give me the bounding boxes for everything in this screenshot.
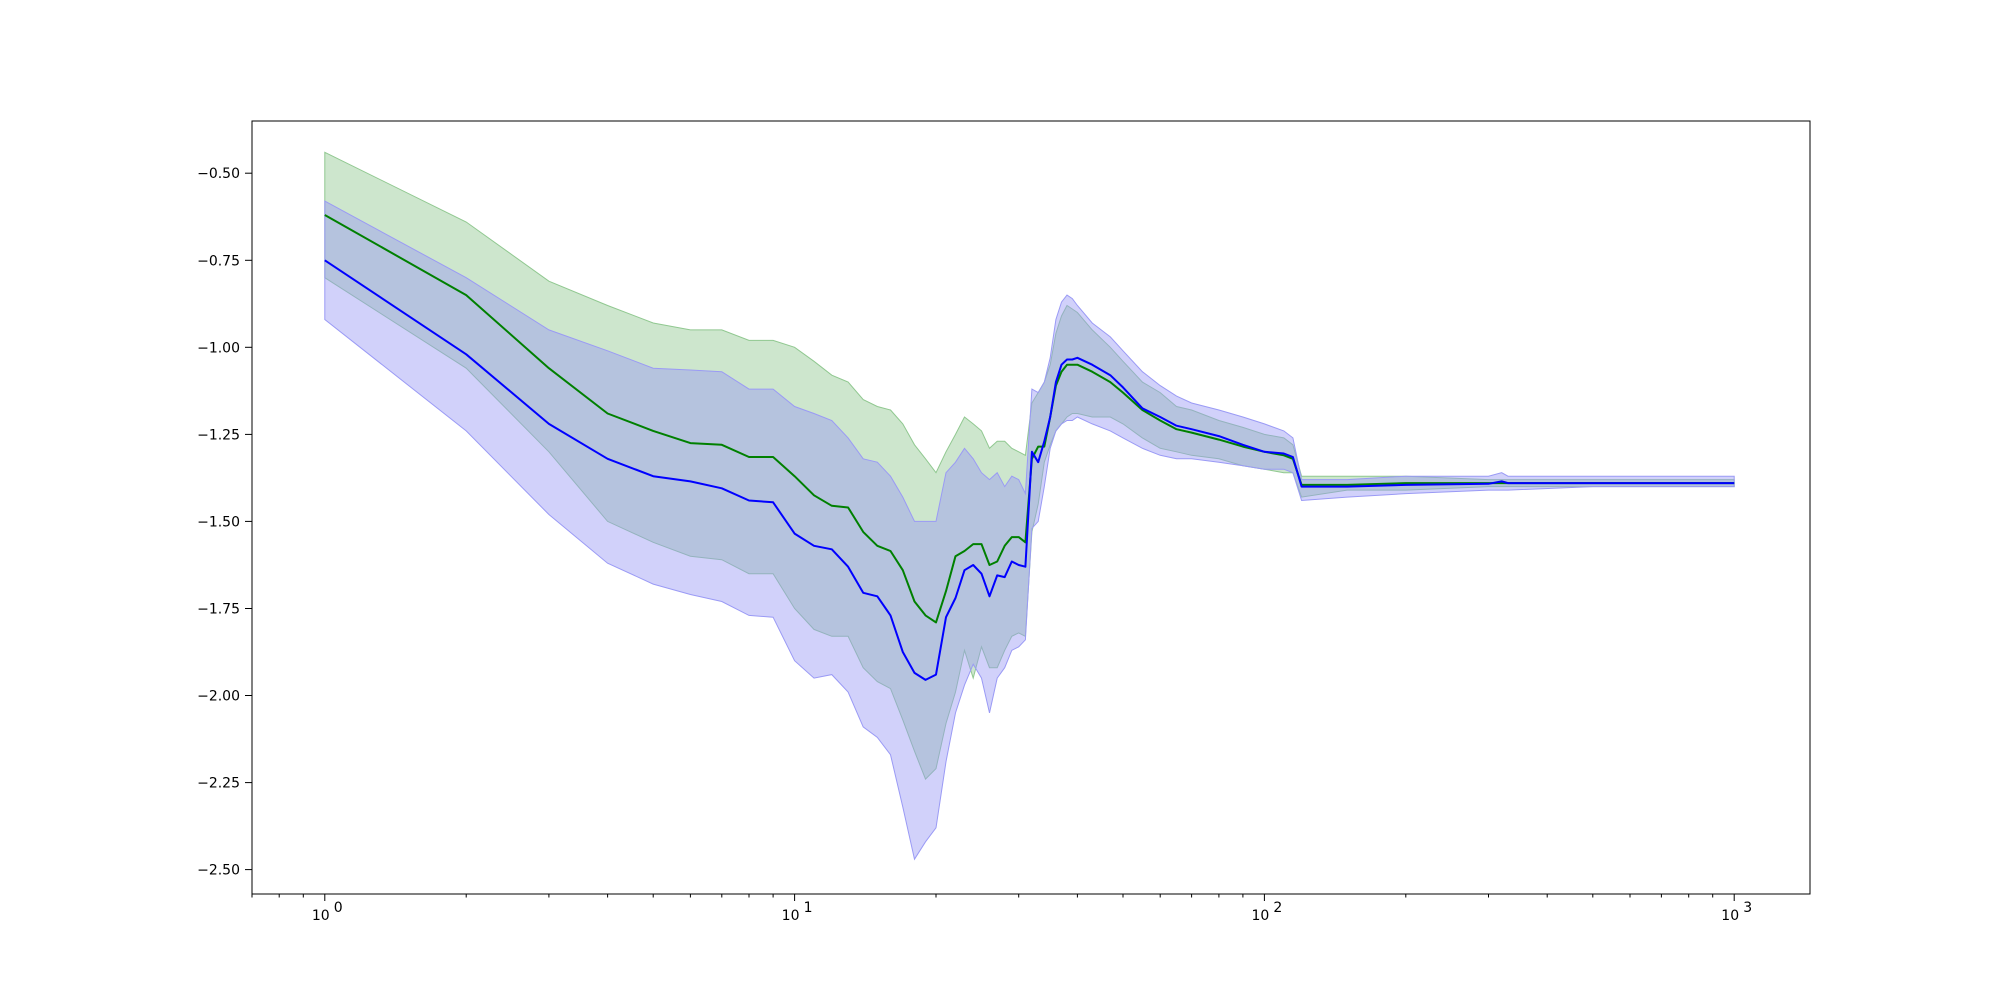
x-tick-exponent: 0 [334, 900, 343, 916]
plot-area [324, 151, 1735, 861]
y-tick-label: −1.25 [197, 427, 240, 443]
confidence-band-2 [324, 200, 1735, 861]
x-tick-label: 10 [312, 908, 330, 924]
axes-frame [251, 120, 1811, 895]
series-line-2 [324, 259, 1735, 681]
x-tick-label: 10 [1721, 908, 1739, 924]
y-tick-label: −2.50 [197, 863, 240, 879]
series-lines [324, 214, 1735, 681]
x-tick-exponent: 1 [804, 900, 813, 916]
x-tick-exponent: 2 [1273, 900, 1282, 916]
x-tick-label: 10 [1251, 908, 1269, 924]
y-tick-label: −2.25 [197, 776, 240, 792]
y-axis: −0.50 −0.75 −1.00 −1.25 −1.50 −1.75 −2.00 −2.25… [197, 166, 252, 879]
confidence-bands [324, 151, 1735, 861]
y-tick-label: −1.00 [197, 340, 240, 356]
y-tick-label: −0.50 [197, 166, 240, 182]
y-tick-label: −1.50 [197, 514, 240, 530]
series-line-1 [324, 214, 1735, 624]
y-tick-label: −0.75 [197, 253, 240, 269]
y-tick-label: −2.00 [197, 689, 240, 705]
x-tick-label: 10 [782, 908, 800, 924]
y-tick-label: −1.75 [197, 602, 240, 618]
x-tick-exponent: 3 [1743, 900, 1752, 916]
x-axis: 10 0 10 1 10 2 10 3 [251, 894, 1752, 924]
